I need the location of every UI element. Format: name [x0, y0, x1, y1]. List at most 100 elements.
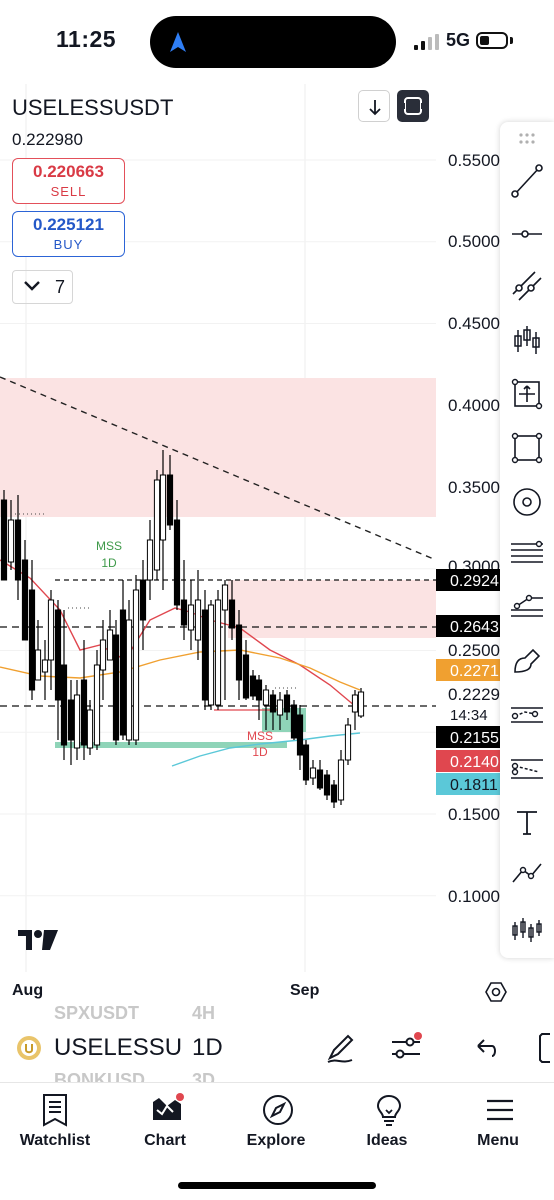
signal-icon: [414, 34, 439, 50]
tab-menu[interactable]: Menu: [443, 1092, 553, 1162]
sell-label: SELL: [50, 184, 87, 199]
candle-body-45: [302, 744, 310, 781]
pitchfork-icon[interactable]: [509, 588, 545, 624]
price-tick-6: 0.2500: [448, 641, 500, 660]
candle-body-24: [159, 474, 167, 541]
candle-body-0: [0, 499, 8, 581]
indicators-toggle[interactable]: 7: [12, 270, 73, 304]
ema-red-line: [0, 559, 356, 707]
path-icon[interactable]: [509, 856, 545, 892]
annotation-mss-red-line1: MSS: [247, 729, 273, 743]
candle-body-40: [269, 694, 277, 713]
indicators-settings-icon[interactable]: [388, 1030, 424, 1066]
candle-body-1: [7, 519, 15, 563]
fib-retracement-icon[interactable]: [509, 536, 545, 572]
watchlist-icon: [43, 1094, 67, 1127]
drag-handle-icon[interactable]: [509, 130, 545, 148]
fullscreen-button[interactable]: [397, 90, 429, 122]
divider: [0, 1082, 554, 1083]
drawing-pen-icon[interactable]: [322, 1030, 358, 1066]
candle-body-23: [153, 479, 161, 571]
date-axis[interactable]: Aug Sep: [0, 978, 554, 1008]
tab-ideas[interactable]: Ideas: [332, 1092, 442, 1162]
forecast-icon[interactable]: [509, 696, 545, 732]
price-tag-bg-5: [436, 773, 500, 795]
crosshair-box-icon[interactable]: [509, 376, 545, 412]
tab-explore[interactable]: Explore: [221, 1092, 331, 1162]
annotation-mss-green-line2: 1D: [101, 556, 117, 570]
candle-body-19: [125, 619, 133, 741]
fullscreen-icon: [401, 97, 425, 115]
dynamic-island: [150, 16, 396, 68]
settings-hex-icon[interactable]: [484, 980, 508, 1004]
candle-body-31: [207, 604, 215, 706]
sell-price: 0.220663: [33, 162, 104, 181]
candle-body-21: [139, 579, 147, 621]
symbol-selector[interactable]: USELESSU: [54, 1034, 183, 1061]
price-tag-0: 0.2924: [450, 573, 499, 590]
candle-body-11: [73, 694, 81, 749]
demand-zone-line: [55, 742, 287, 748]
last-price: 0.222980: [12, 130, 83, 149]
candle-body-10: [67, 699, 75, 741]
candle-body-8: [54, 609, 62, 701]
pattern-icon[interactable]: [509, 912, 545, 948]
date-label-sep: Sep: [290, 982, 320, 999]
candle-body-32: [214, 599, 222, 706]
sell-button[interactable]: 0.220663 SELL: [12, 158, 125, 204]
candle-body-41: [276, 699, 284, 716]
price-tag-bg-2: [436, 659, 500, 681]
candle-body-48: [323, 774, 331, 796]
candle-body-50: [337, 759, 345, 801]
buy-label: BUY: [53, 237, 84, 252]
candle-body-44: [296, 714, 304, 756]
parallel-channel-icon[interactable]: [509, 268, 545, 304]
price-tag-bg-4: [436, 750, 500, 772]
undo-icon[interactable]: [470, 1032, 502, 1064]
candle-body-39: [262, 689, 270, 706]
battery-icon: [476, 32, 508, 49]
more-icon[interactable]: [534, 1030, 554, 1066]
buy-button[interactable]: 0.225121 BUY: [12, 211, 125, 257]
candle-body-46: [309, 767, 317, 779]
candle-body-14: [93, 664, 101, 746]
timeframe-selector[interactable]: 1D: [192, 1034, 223, 1061]
battery-tip: [510, 37, 513, 44]
horizontal-ray-icon[interactable]: [509, 216, 545, 252]
candle-body-42: [283, 694, 291, 713]
rectangle-icon[interactable]: [509, 430, 545, 466]
candle-body-16: [106, 629, 114, 661]
bar-countdown: 14:34: [450, 707, 488, 724]
candle-body-6: [41, 659, 49, 673]
price-tag-1: 0.2643: [450, 619, 499, 636]
price-tick-2: 0.4500: [448, 314, 500, 333]
price-chart[interactable]: MSS 1D MSS 1D 0.5500 0.5000 0.4500 0.4000 0.3500…: [0, 84, 554, 1014]
candle-body-47: [316, 769, 324, 789]
supply-zone-upper: [0, 378, 436, 517]
scroll-down-button[interactable]: [358, 90, 390, 122]
navigation-arrow-icon: [170, 32, 186, 52]
candle-body-18: [119, 609, 127, 736]
tab-chart[interactable]: Chart: [110, 1092, 220, 1162]
brush-icon[interactable]: [509, 642, 545, 678]
ellipse-icon[interactable]: [509, 484, 545, 520]
text-icon[interactable]: [509, 804, 545, 840]
price-tag-2: 0.2271: [450, 663, 499, 680]
price-tick-0: 0.5500: [448, 151, 500, 170]
projection-icon[interactable]: [509, 750, 545, 786]
candle-body-22: [146, 539, 154, 581]
candle-body-33: [221, 584, 229, 611]
candle-body-53: [357, 691, 365, 717]
trend-line-icon[interactable]: [509, 162, 545, 198]
candle-body-43: [290, 704, 298, 739]
candle-body-2: [14, 519, 22, 581]
tab-watchlist[interactable]: Watchlist: [0, 1092, 110, 1162]
price-tick-7: 0.2229: [448, 685, 500, 704]
candle-body-51: [344, 724, 352, 761]
chart-symbol-title[interactable]: USELESSUSDT: [12, 95, 174, 120]
candle-body-17: [112, 634, 120, 741]
status-bar: 11:25 5G: [0, 0, 554, 84]
ghost-symbol-above: SPXUSDT: [54, 1003, 140, 1023]
candle-body-25: [166, 474, 174, 526]
long-position-icon[interactable]: [509, 322, 545, 358]
